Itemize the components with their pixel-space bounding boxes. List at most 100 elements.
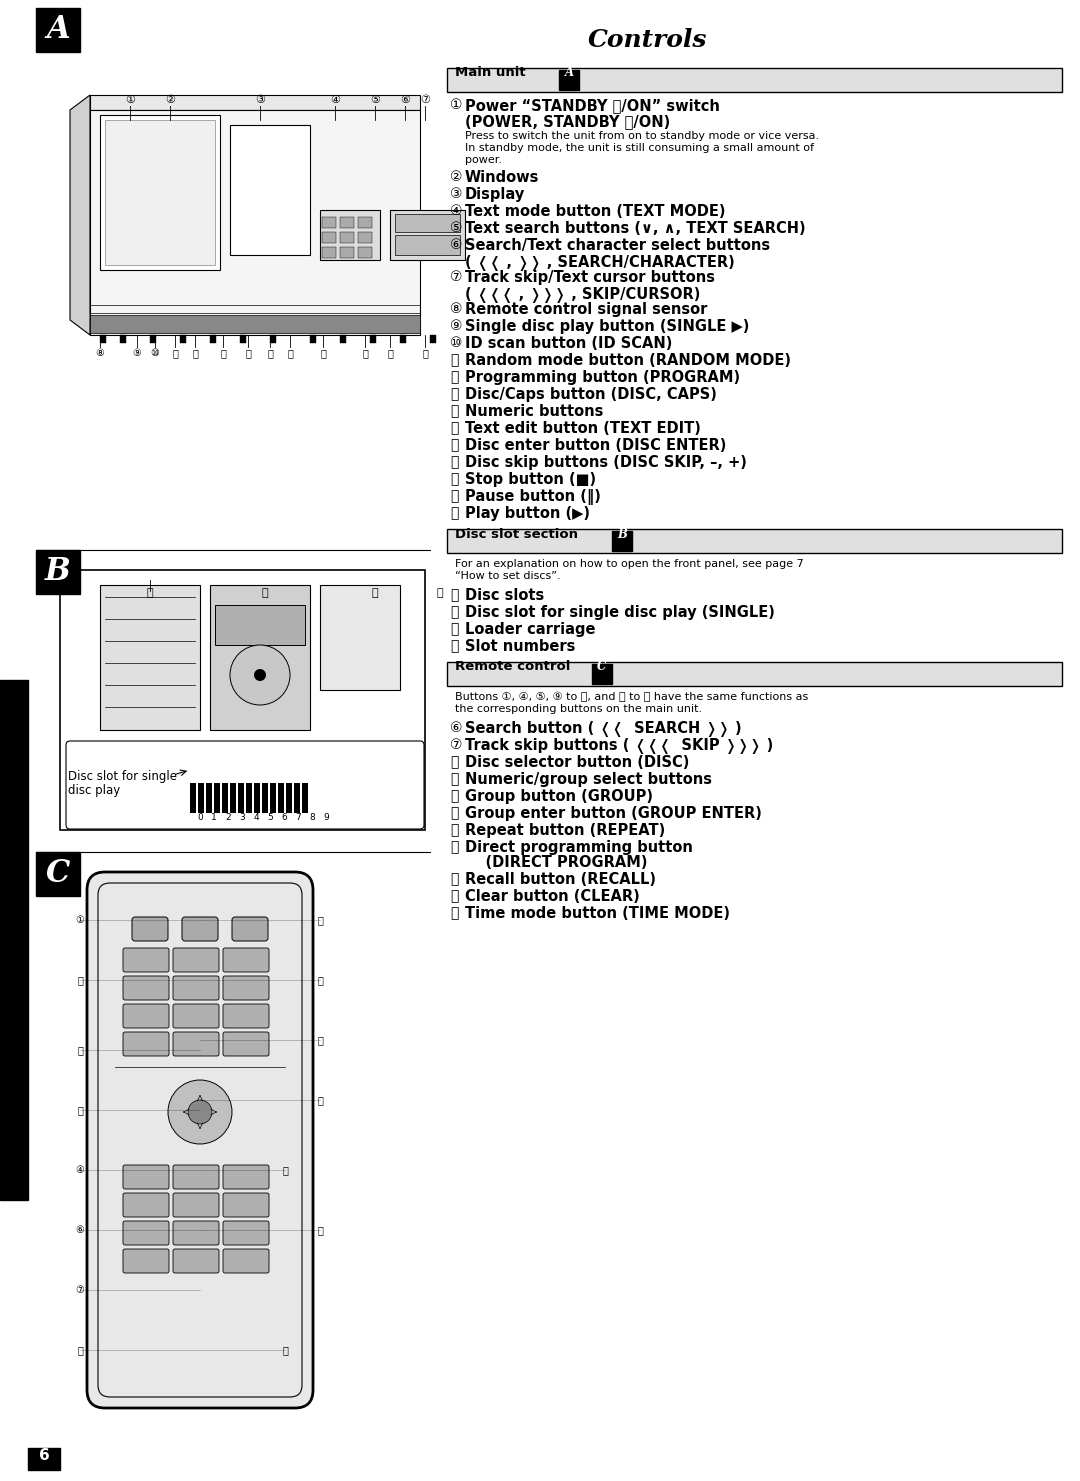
Text: ⑯: ⑯: [450, 438, 458, 452]
Text: ㉗: ㉗: [450, 823, 458, 837]
Text: ⑭: ⑭: [450, 404, 458, 418]
Bar: [286, 783, 292, 813]
Text: ⑧: ⑧: [96, 348, 105, 358]
Text: ㉖: ㉖: [318, 1035, 323, 1046]
Text: Programming button (PROGRAM): Programming button (PROGRAM): [465, 370, 740, 385]
Text: ①: ①: [450, 98, 462, 113]
Text: ⑲: ⑲: [318, 1225, 323, 1235]
Text: 6: 6: [281, 813, 287, 822]
Bar: [36, 549, 80, 594]
Polygon shape: [90, 95, 420, 110]
Text: Remote control: Remote control: [455, 661, 570, 674]
Bar: [310, 335, 316, 344]
Text: C: C: [45, 859, 70, 890]
Text: ㉘: ㉘: [450, 840, 458, 855]
Text: ③: ③: [450, 187, 462, 201]
Text: B: B: [617, 527, 626, 541]
Text: ⑱: ⑱: [450, 472, 458, 486]
Text: Disc skip buttons (DISC SKIP, –, +): Disc skip buttons (DISC SKIP, –, +): [465, 455, 747, 469]
Text: 0: 0: [198, 813, 203, 822]
Bar: [340, 335, 346, 344]
Text: Recall button (RECALL): Recall button (RECALL): [465, 872, 656, 887]
Text: ㉑: ㉑: [450, 588, 458, 601]
Bar: [215, 606, 305, 646]
Bar: [28, 1448, 60, 1471]
Circle shape: [188, 1100, 212, 1124]
Text: Play button (▶): Play button (▶): [465, 507, 590, 521]
Text: Windows: Windows: [465, 170, 539, 185]
Text: ㉘: ㉘: [282, 1166, 288, 1174]
FancyBboxPatch shape: [222, 1194, 269, 1217]
Bar: [447, 529, 1062, 552]
Text: Stop button (■): Stop button (■): [465, 472, 596, 487]
Text: ⑭: ⑭: [77, 974, 83, 985]
Text: ⑪: ⑪: [172, 348, 178, 358]
Text: ③: ③: [255, 95, 265, 105]
Text: Power “STANDBY ⏻/ON” switch: Power “STANDBY ⏻/ON” switch: [465, 98, 720, 113]
Text: Buttons ①, ④, ⑤, ⑨ to ⑬, and ⑯ to ⑳ have the same functions as: Buttons ①, ④, ⑤, ⑨ to ⑬, and ⑯ to ⑳ have…: [455, 692, 808, 702]
Text: For an explanation on how to open the front panel, see page 7: For an explanation on how to open the fr…: [455, 558, 804, 569]
Text: (DIRECT PROGRAM): (DIRECT PROGRAM): [465, 855, 648, 869]
Bar: [400, 335, 406, 344]
Text: Loader carriage: Loader carriage: [465, 622, 595, 637]
Text: ①: ①: [76, 915, 84, 926]
Bar: [246, 783, 252, 813]
Polygon shape: [70, 95, 90, 335]
Text: ⑥: ⑥: [450, 238, 462, 252]
FancyBboxPatch shape: [173, 948, 219, 972]
FancyBboxPatch shape: [222, 1166, 269, 1189]
Text: ⑲: ⑲: [387, 348, 393, 358]
Bar: [105, 120, 215, 265]
Bar: [190, 783, 195, 813]
FancyBboxPatch shape: [173, 1004, 219, 1028]
Text: Numeric/group select buttons: Numeric/group select buttons: [465, 772, 712, 786]
FancyBboxPatch shape: [222, 1032, 269, 1056]
Text: ⑬: ⑬: [450, 755, 458, 769]
Bar: [230, 783, 237, 813]
Bar: [320, 210, 380, 261]
Text: 7: 7: [295, 813, 301, 822]
Text: ⑥: ⑥: [450, 721, 462, 735]
Text: ⑳: ⑳: [282, 1345, 288, 1355]
Text: ⑨: ⑨: [450, 318, 462, 333]
Text: ⑩: ⑩: [150, 348, 160, 358]
Bar: [240, 335, 246, 344]
Text: 4: 4: [253, 813, 259, 822]
Text: ⑭: ⑭: [450, 772, 458, 786]
FancyBboxPatch shape: [222, 976, 269, 1000]
Bar: [278, 783, 284, 813]
Bar: [254, 783, 260, 813]
Bar: [322, 247, 336, 258]
Text: Disc/Caps button (DISC, CAPS): Disc/Caps button (DISC, CAPS): [465, 387, 717, 401]
Text: ②: ②: [450, 170, 462, 184]
Text: ⑥: ⑥: [76, 1225, 84, 1235]
Text: Text mode button (TEXT MODE): Text mode button (TEXT MODE): [465, 204, 726, 219]
Bar: [320, 585, 400, 690]
Text: ⑱: ⑱: [362, 348, 368, 358]
Bar: [198, 783, 204, 813]
Text: ㉑: ㉑: [147, 588, 153, 598]
Text: power.: power.: [465, 156, 502, 164]
Text: ( ❬❬ , ❭❭ , SEARCH/CHARACTER): ( ❬❬ , ❭❭ , SEARCH/CHARACTER): [465, 255, 734, 271]
Text: ⑦: ⑦: [76, 1286, 84, 1294]
Text: Time mode button (TIME MODE): Time mode button (TIME MODE): [465, 906, 730, 921]
Text: ⑫: ⑫: [192, 348, 198, 358]
Bar: [100, 116, 220, 270]
Bar: [447, 662, 1062, 686]
Text: ㉖: ㉖: [450, 806, 458, 820]
FancyBboxPatch shape: [222, 1248, 269, 1274]
Bar: [180, 335, 186, 344]
Text: Group button (GROUP): Group button (GROUP): [465, 789, 653, 804]
Text: ⑥: ⑥: [400, 95, 410, 105]
Text: ⑨: ⑨: [133, 348, 141, 358]
Bar: [340, 247, 354, 258]
Text: ⑱: ⑱: [77, 1345, 83, 1355]
Bar: [370, 335, 376, 344]
Bar: [210, 585, 310, 730]
Text: ⑰: ⑰: [450, 455, 458, 469]
Text: Disc slot for single disc play (SINGLE): Disc slot for single disc play (SINGLE): [465, 606, 774, 621]
Text: Display: Display: [465, 187, 525, 201]
Text: ⑪: ⑪: [450, 352, 458, 367]
Text: Controls: Controls: [589, 28, 707, 52]
Circle shape: [230, 646, 291, 705]
